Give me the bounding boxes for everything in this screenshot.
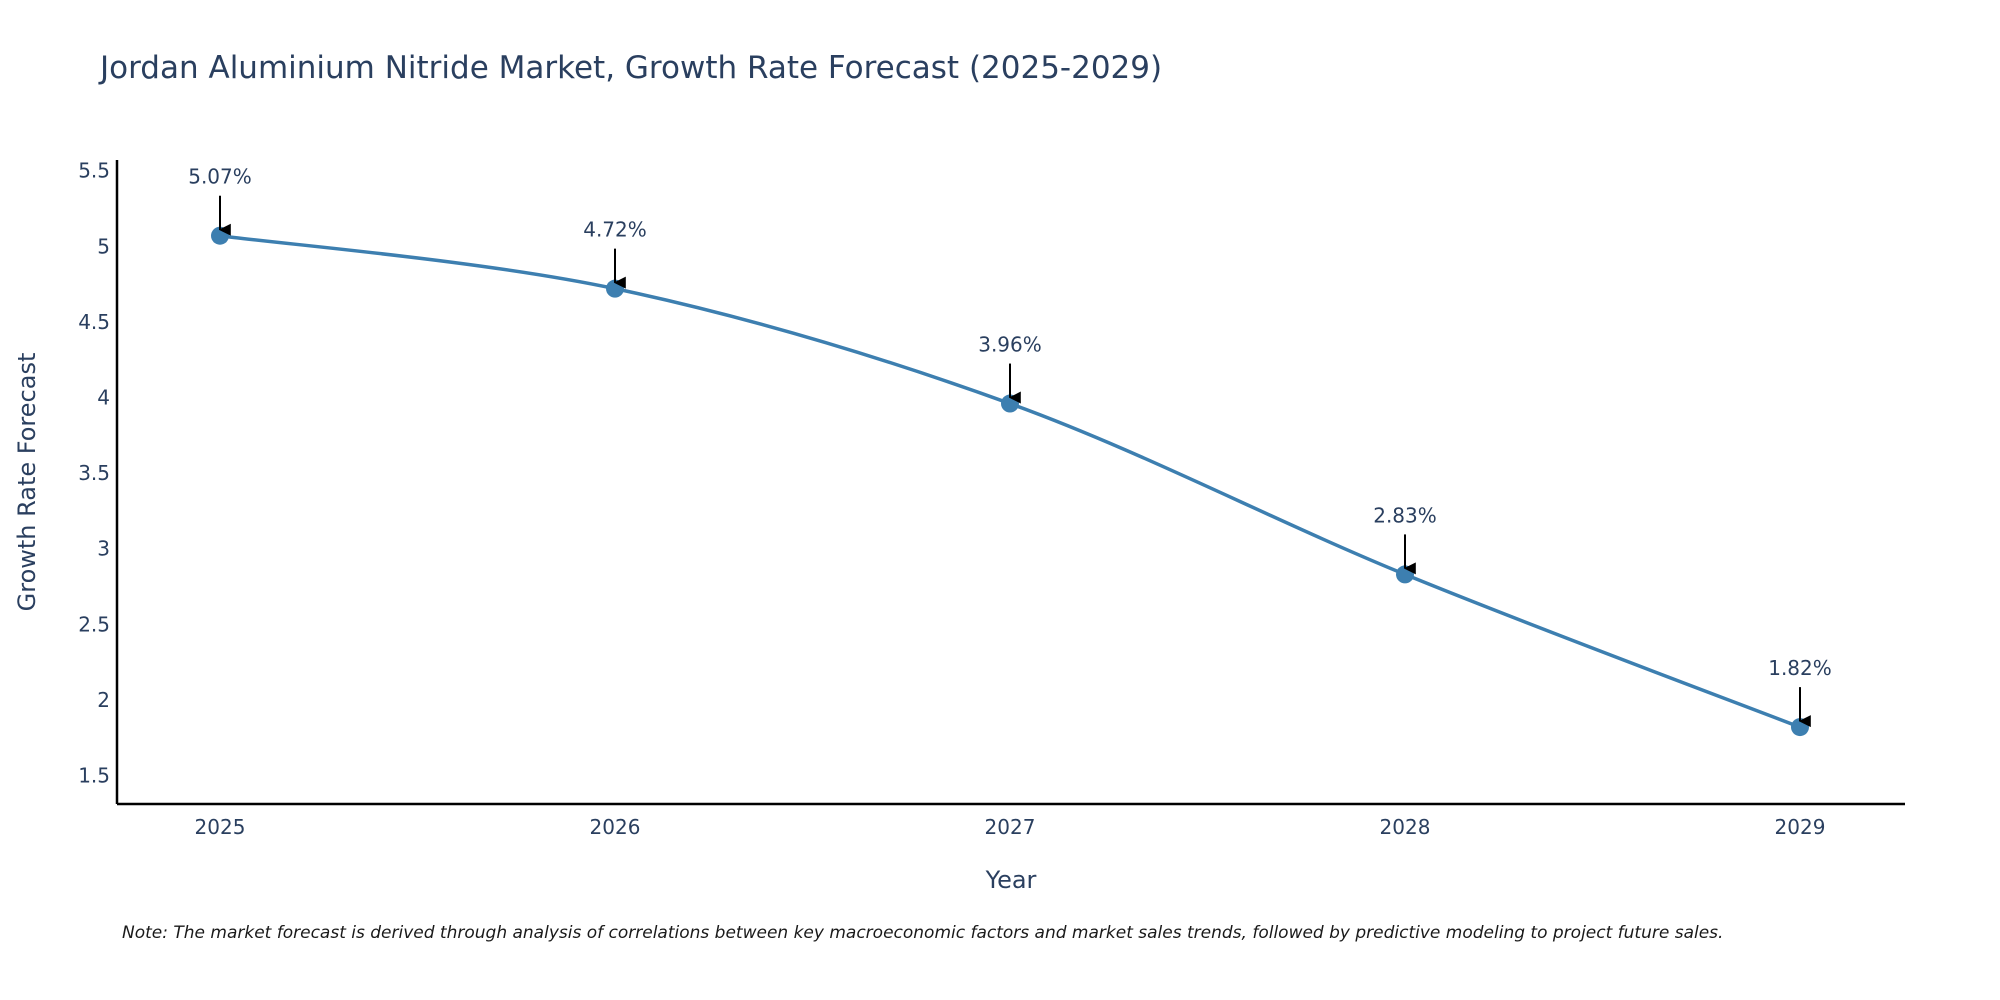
- y-tick-label: 2: [97, 688, 110, 712]
- y-axis-title: Growth Rate Forecast: [13, 353, 41, 612]
- y-tick-label: 5.5: [78, 159, 110, 183]
- x-tick-label: 2027: [985, 815, 1036, 839]
- x-tick-label: 2026: [590, 815, 641, 839]
- x-tick-label: 2029: [1775, 815, 1826, 839]
- x-tick-label: 2028: [1380, 815, 1431, 839]
- x-axis-title: Year: [985, 866, 1037, 894]
- data-markers: [211, 226, 1809, 737]
- y-tick-label: 3.5: [78, 461, 110, 485]
- series-line: [219, 233, 1801, 729]
- y-tick-label: 1.5: [78, 764, 110, 788]
- y-tick-label: 5: [97, 234, 110, 258]
- y-tick-label: 3: [97, 537, 110, 561]
- y-tick-label: 4.5: [78, 310, 110, 334]
- data-label: 5.07%: [188, 165, 252, 189]
- x-tick-labels: 2025 2026 2027 2028 2029: [195, 815, 1826, 839]
- data-label: 1.82%: [1768, 656, 1832, 680]
- data-annotations: 5.07% 4.72% 3.96% 2.83% 1.82%: [188, 165, 1832, 728]
- y-tick-labels: 1.5 2 2.5 3 3.5 4 4.5 5 5.5: [78, 159, 110, 788]
- chart-title: Jordan Aluminium Nitride Market, Growth …: [98, 50, 1162, 86]
- data-label: 4.72%: [583, 218, 647, 242]
- footnote: Note: The market forecast is derived thr…: [122, 923, 1723, 943]
- y-tick-label: 2.5: [78, 612, 110, 636]
- data-label: 2.83%: [1373, 503, 1437, 527]
- data-label: 3.96%: [978, 333, 1042, 357]
- y-tick-label: 4: [97, 386, 110, 410]
- x-tick-label: 2025: [195, 815, 246, 839]
- plot-area: 1.5 2 2.5 3 3.5 4 4.5 5 5.5 2025 2026 2027 2028 2029…: [78, 159, 1905, 839]
